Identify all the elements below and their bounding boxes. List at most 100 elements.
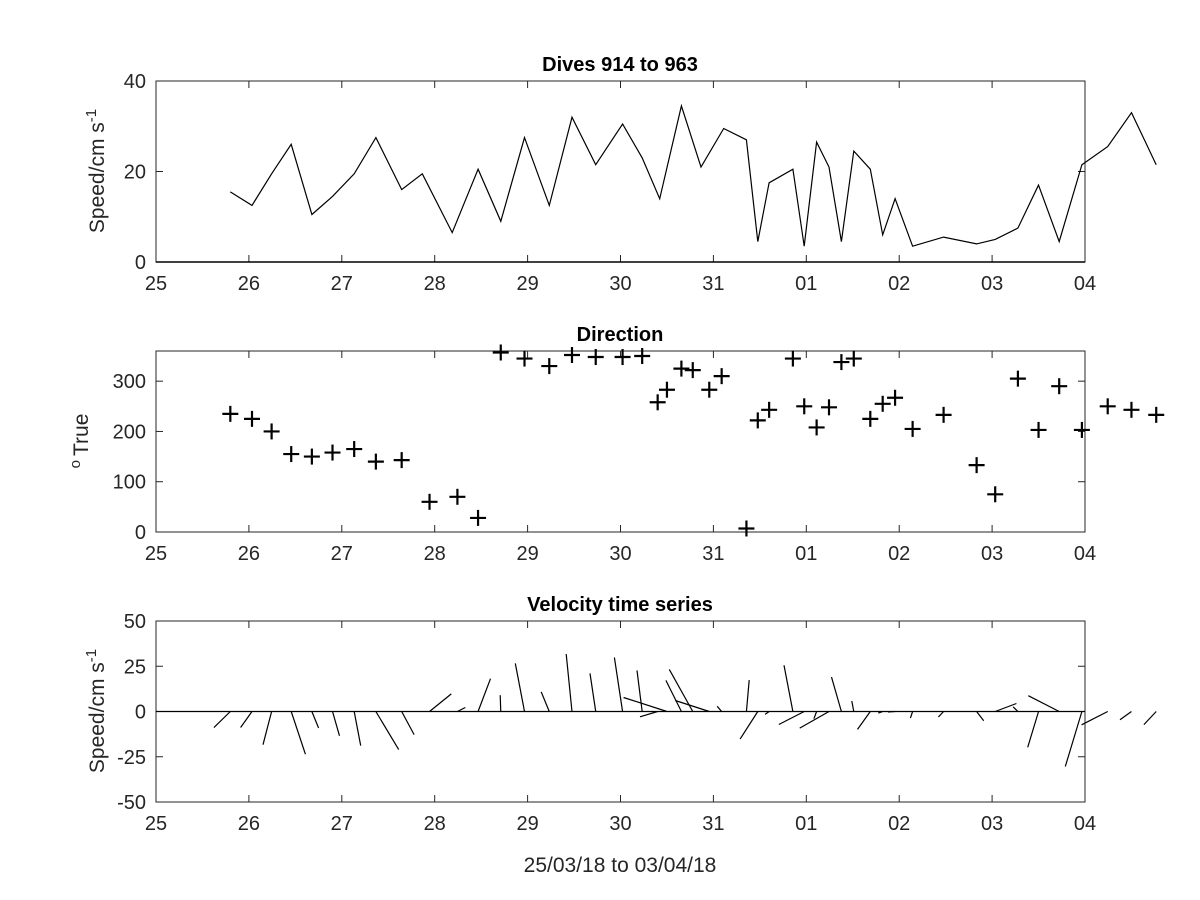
velocity-stick xyxy=(401,711,415,735)
speed-ylabel-text: Speed/cm s xyxy=(86,122,109,233)
velocity-x-ticks: 25 26 27 28 29 30 31 01 02 03 04 xyxy=(145,621,1096,835)
direction-marker xyxy=(684,362,701,379)
velocity-stick xyxy=(857,711,871,730)
direction-marker xyxy=(673,360,690,377)
speed-x-tick-label: 28 xyxy=(424,273,446,295)
velocity-stick xyxy=(994,702,1017,713)
velocity-x-tick-label: 26 xyxy=(238,813,260,835)
speed-x-tick-label: 02 xyxy=(888,273,910,295)
direction-marker xyxy=(587,349,604,366)
speed-x-tick-label: 30 xyxy=(609,273,631,295)
velocity-stick xyxy=(353,711,362,746)
direction-x-tick-label: 31 xyxy=(702,543,724,565)
direction-marker xyxy=(614,349,631,366)
direction-y-tick-label: 200 xyxy=(113,421,146,443)
velocity-stick xyxy=(1012,706,1019,712)
velocity-x-tick-label: 03 xyxy=(981,813,1003,835)
direction-marker xyxy=(634,348,651,365)
direction-marker xyxy=(1123,401,1140,418)
velocity-x-tick-label: 27 xyxy=(331,813,353,835)
direction-y-ticks: 0 100 200 300 xyxy=(113,371,1085,544)
velocity-x-tick-label: 04 xyxy=(1074,813,1096,835)
speed-x-tick-label: 01 xyxy=(795,273,817,295)
direction-x-tick-label: 28 xyxy=(424,543,446,565)
velocity-stick xyxy=(739,711,759,740)
direction-marker xyxy=(421,493,438,510)
direction-marker xyxy=(833,354,850,371)
velocity-stick xyxy=(565,654,573,712)
speed-title: Dives 914 to 963 xyxy=(542,54,698,76)
speed-x-tick-label: 04 xyxy=(1074,273,1096,295)
velocity-y-tick-label: 0 xyxy=(135,702,146,724)
velocity-stick xyxy=(311,711,320,729)
speed-x-ticks: 25 26 27 28 29 30 31 01 02 03 04 xyxy=(145,81,1096,295)
direction-y-tick-label: 100 xyxy=(113,472,146,494)
velocity-x-tick-label: 02 xyxy=(888,813,910,835)
direction-marker xyxy=(658,381,675,398)
velocity-y-ticks: -50 -25 0 25 50 xyxy=(117,611,1085,814)
direction-x-tick-label: 26 xyxy=(238,543,260,565)
speed-x-tick-label: 27 xyxy=(331,273,353,295)
direction-marker xyxy=(283,446,300,463)
direction-marker xyxy=(492,344,509,361)
direction-marker xyxy=(808,419,825,436)
direction-marker xyxy=(649,394,666,411)
velocity-stick xyxy=(675,699,710,713)
speed-x-tick-label: 26 xyxy=(238,273,260,295)
direction-ylabel: o True xyxy=(67,414,93,469)
direction-marker xyxy=(222,405,239,422)
direction-marker xyxy=(243,410,260,427)
direction-ylabel-text: True xyxy=(70,414,93,456)
direction-marker xyxy=(449,488,466,505)
direction-marker xyxy=(541,358,558,375)
speed-x-tick-label: 29 xyxy=(516,273,538,295)
velocity-x-tick-label: 29 xyxy=(516,813,538,835)
direction-marker xyxy=(987,486,1004,503)
speed-y-ticks: 0 20 40 xyxy=(124,71,1085,274)
speed-ylabel: Speed/cm s-1 xyxy=(83,109,109,233)
direction-marker xyxy=(1009,370,1026,387)
direction-marker xyxy=(367,453,384,470)
velocity-stick xyxy=(375,711,400,750)
speed-y-tick-label: 20 xyxy=(124,162,146,184)
velocity-stick xyxy=(1028,695,1060,713)
velocity-xlabel: 25/03/18 to 03/04/18 xyxy=(524,854,717,877)
velocity-stick xyxy=(799,710,830,729)
velocity-stick xyxy=(878,710,883,714)
velocity-stick xyxy=(213,711,231,729)
direction-plot-area xyxy=(155,350,1086,533)
direction-marker xyxy=(1051,378,1068,395)
velocity-stick xyxy=(1119,711,1132,721)
direction-marker xyxy=(862,410,879,427)
velocity-stick xyxy=(240,711,253,728)
direction-y-tick-label: 300 xyxy=(113,371,146,393)
direction-marker xyxy=(738,520,755,537)
velocity-stick xyxy=(909,711,914,719)
direction-marker xyxy=(1148,406,1165,423)
speed-x-tick-label: 25 xyxy=(145,273,167,295)
velocity-stick xyxy=(623,696,668,713)
direction-marker xyxy=(761,401,778,418)
direction-marker xyxy=(845,350,862,367)
direction-marker xyxy=(749,412,766,429)
velocity-y-tick-label: 50 xyxy=(124,611,146,633)
direction-marker xyxy=(874,395,891,412)
velocity-stick xyxy=(887,710,896,713)
velocity-stick xyxy=(429,693,452,712)
direction-x-ticks: 25 26 27 28 29 30 31 01 02 03 04 xyxy=(145,351,1096,565)
direction-marker xyxy=(324,444,341,461)
velocity-y-tick-label: 25 xyxy=(124,656,146,678)
direction-x-tick-label: 03 xyxy=(981,543,1003,565)
direction-marker xyxy=(563,347,580,364)
direction-ylabel-superscript: o xyxy=(67,460,84,468)
velocity-stick xyxy=(851,700,855,712)
velocity-x-tick-label: 30 xyxy=(609,813,631,835)
direction-x-tick-label: 25 xyxy=(145,543,167,565)
direction-title: Direction xyxy=(577,324,664,346)
velocity-stick xyxy=(1027,711,1040,748)
direction-marker xyxy=(713,368,730,385)
